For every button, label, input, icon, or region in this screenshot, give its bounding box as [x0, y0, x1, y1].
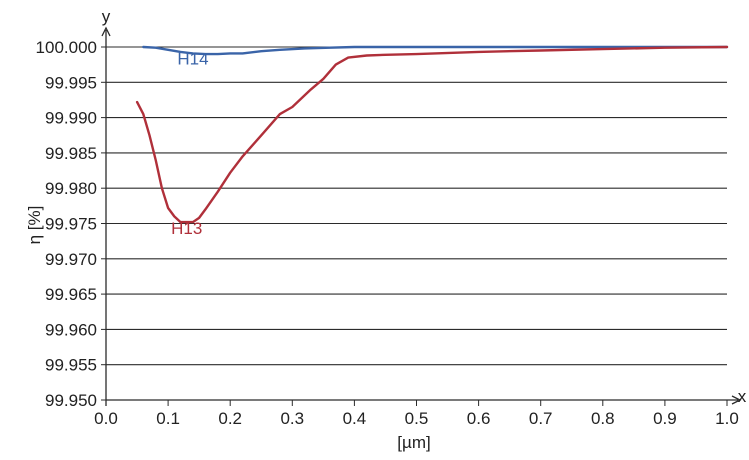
x-tick-label: 1.0	[715, 409, 739, 428]
series-line-h14	[142, 45, 729, 56]
x-tick-label: 0.7	[529, 409, 553, 428]
x-axis-label: [µm]	[397, 433, 430, 452]
x-tick-label: 0.1	[156, 409, 180, 428]
y-tick-label: 99.995	[45, 73, 97, 92]
y-axis-letter: y	[102, 7, 111, 26]
x-tick-label: 0.8	[591, 409, 615, 428]
y-tick-label: 99.960	[45, 320, 97, 339]
y-tick-label: 99.965	[45, 285, 97, 304]
x-tick-label: 0.9	[653, 409, 677, 428]
x-axis-letter: x	[738, 387, 747, 406]
y-tick-label: 100.000	[36, 38, 97, 57]
y-axis-arrow-icon	[101, 26, 111, 37]
x-tick-label: 0.2	[218, 409, 242, 428]
y-tick-label: 99.990	[45, 109, 97, 128]
x-tick-label: 0.6	[467, 409, 491, 428]
series-line-h13	[135, 45, 729, 224]
axes	[101, 26, 742, 406]
y-tick-label: 99.950	[45, 391, 97, 410]
y-tick-label: 99.975	[45, 215, 97, 234]
y-tick-label: 99.980	[45, 179, 97, 198]
x-tick-label: 0.3	[280, 409, 304, 428]
x-tick-labels: 0.0 0.1 0.2 0.3 0.4 0.5 0.6 0.7 0.8 0.9 1.0	[94, 409, 739, 428]
series-annotations: H14 H13	[171, 50, 208, 238]
grid-lines	[106, 46, 727, 401]
y-axis-label: η [%]	[25, 206, 44, 245]
y-tick-label: 99.955	[45, 356, 97, 375]
series-label-h13: H13	[171, 219, 202, 238]
x-axis-arrow-icon	[731, 395, 742, 405]
x-tick-label: 0.0	[94, 409, 118, 428]
x-tick-label: 0.4	[343, 409, 367, 428]
y-tick-label: 99.985	[45, 144, 97, 163]
series-label-h14: H14	[177, 50, 208, 69]
x-tick-label: 0.5	[405, 409, 429, 428]
y-tick-labels: 99.950 99.955 99.960 99.965 99.970 99.975 99.9…	[36, 38, 97, 410]
y-tick-label: 99.970	[45, 250, 97, 269]
series-lines	[135, 45, 729, 224]
